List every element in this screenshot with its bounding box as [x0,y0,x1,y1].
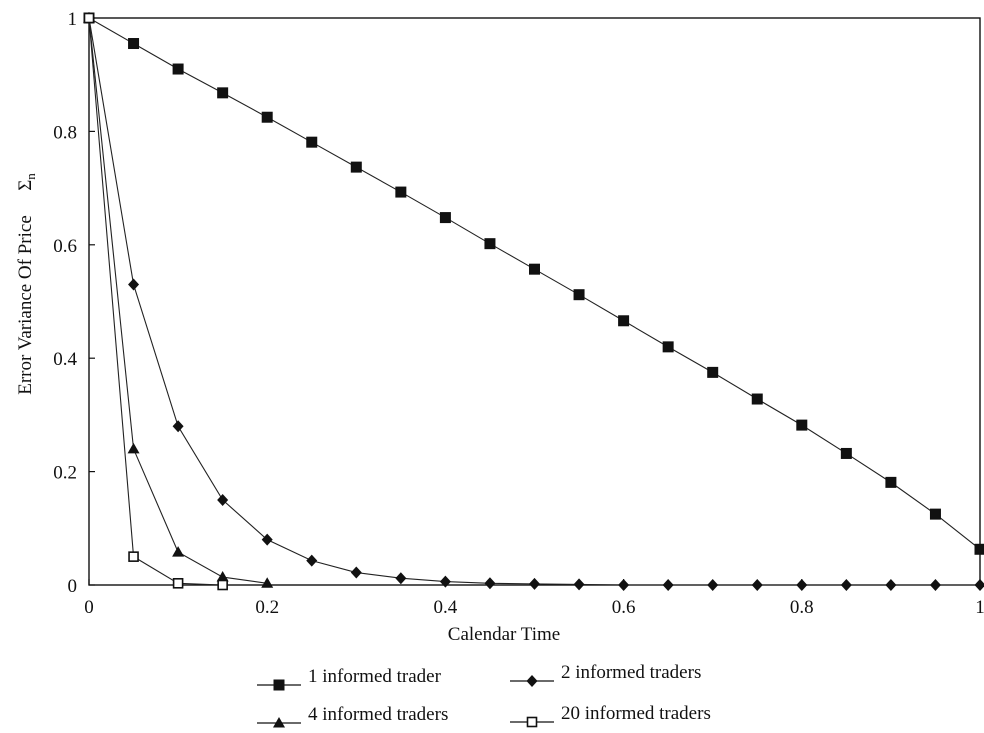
data-point [306,554,318,567]
data-point [885,579,897,591]
data-point [261,533,273,546]
data-point [172,420,184,433]
x-tick-label: 0.8 [790,597,814,618]
y-axis-title: Error Variance Of Price [15,215,36,395]
data-point [395,572,407,585]
legend-label: 4 informed traders [308,704,448,725]
data-point [127,442,140,454]
legend-marker [273,679,285,691]
data-point [217,493,229,506]
series-3 [83,12,274,588]
x-tick-label: 0.6 [612,597,636,618]
data-point [974,543,984,555]
legend-item: 2 informed traders [510,662,701,687]
data-point [751,393,763,405]
y-tick-label: 0.8 [53,122,77,143]
data-point [172,546,185,557]
svg-text:Σn: Σn [15,173,38,191]
data-point [128,38,140,50]
y-tick-label: 0.2 [53,463,77,484]
series-line [88,17,223,586]
legend-item: 1 informed trader [257,666,442,691]
y-tick-label: 0.6 [53,236,77,257]
series-1 [83,12,984,555]
y-tick-label: 0.4 [53,349,77,370]
y-tick-label: 1 [68,9,78,30]
data-point [618,579,630,591]
data-point [840,447,852,459]
legend: 1 informed trader 2 informed traders 4 inf… [257,662,711,728]
legend-marker [526,675,538,687]
data-point [974,579,984,591]
data-point [350,161,362,173]
data-point [350,566,362,579]
data-point [529,577,540,590]
axis-ticks: 0 0.2 0.4 0.6 0.8 1 0 0.2 0.4 0.6 0.8 1 [53,9,984,618]
data-point [885,476,897,488]
data-point [484,577,496,590]
data-point [707,579,719,591]
data-point [172,577,184,589]
data-point [573,578,585,591]
x-tick-label: 0.2 [255,597,279,618]
data-point [217,579,228,591]
x-axis-title: Calendar Time [448,624,560,645]
data-point [573,289,585,301]
data-point [83,12,95,24]
legend-label: 20 informed traders [561,703,711,724]
y-tick-label: 0 [68,576,78,597]
legend-marker [526,716,538,728]
legend-item: 4 informed traders [257,704,448,728]
y-axis-symbol-sigma: Σ [15,180,36,191]
legend-item: 20 informed traders [510,703,711,728]
data-point [261,111,273,123]
data-point [929,508,941,520]
data-point [529,263,540,275]
data-point [439,212,451,224]
y-axis-symbol: Σn [15,173,38,191]
data-point [439,575,451,588]
legend-marker [273,717,285,728]
data-point [662,341,674,353]
data-point [840,579,852,591]
x-tick-label: 0 [84,597,94,618]
data-point [618,315,630,327]
data-point [751,579,763,591]
data-point [217,87,229,99]
x-tick-label: 0.4 [434,597,458,618]
data-point [929,579,941,591]
x-tick-label: 1 [975,597,984,618]
data-point [128,278,140,291]
y-axis-symbol-subscript: n [23,173,38,180]
data-point [306,136,318,148]
data-point [796,579,808,591]
data-point [484,238,496,250]
data-point [216,571,229,582]
data-point [128,551,139,562]
data-point [172,63,184,75]
series-layer [83,12,984,591]
data-point [662,579,674,591]
legend-label: 1 informed trader [308,666,442,687]
series-4 [83,12,228,591]
data-point [796,419,808,431]
legend-label: 2 informed traders [561,662,701,683]
data-point [395,186,407,198]
series-2 [83,12,984,591]
data-point [707,366,719,378]
data-point [261,577,274,588]
